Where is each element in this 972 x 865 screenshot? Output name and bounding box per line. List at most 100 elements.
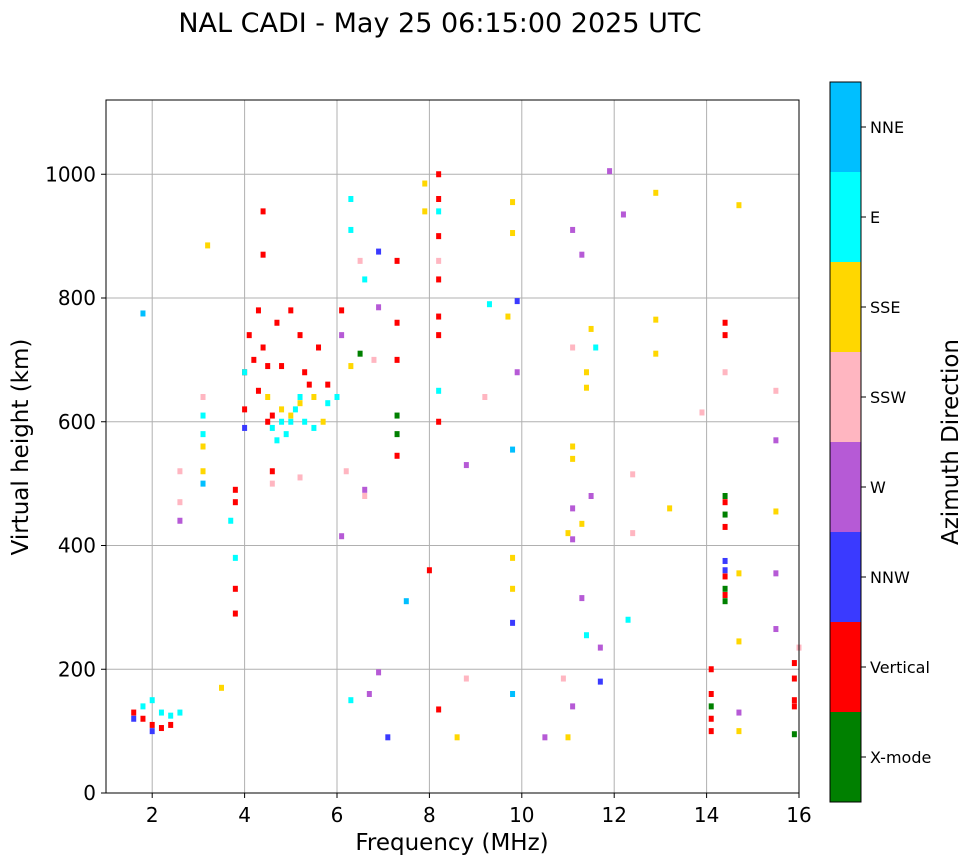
data-point-nne (510, 446, 516, 453)
x-tick-label: 8 (423, 803, 436, 827)
data-point-e (436, 387, 442, 394)
data-point-ssw (630, 471, 636, 478)
data-point-nnw (722, 567, 728, 574)
chart-title: NAL CADI - May 25 06:15:00 2025 UTC (178, 8, 701, 39)
y-tick-label: 800 (58, 286, 96, 310)
data-point-x-mode (722, 511, 728, 518)
data-point-sse (422, 208, 428, 215)
data-point-e (325, 400, 331, 407)
data-point-vertical (131, 709, 137, 716)
data-point-vertical (394, 319, 400, 326)
data-point-nnw (385, 734, 391, 741)
data-point-nnw (376, 248, 382, 255)
data-point-e (269, 424, 275, 431)
colorbar-segment (830, 262, 861, 352)
data-point-sse (736, 638, 742, 645)
data-point-sse (736, 570, 742, 577)
colorbar-segment (830, 442, 861, 532)
data-point-w (514, 369, 520, 376)
plot-frame (105, 99, 800, 794)
data-point-vertical (269, 412, 275, 419)
data-point-ssw (773, 387, 779, 394)
data-point-vertical (436, 171, 442, 178)
data-point-w (579, 251, 585, 258)
data-point-vertical (255, 387, 261, 394)
data-point-ssw (722, 369, 728, 376)
data-point-vertical (436, 332, 442, 339)
data-point-e (274, 437, 280, 444)
data-point-sse (200, 443, 206, 450)
data-point-e (348, 697, 354, 704)
data-point-vertical (269, 468, 275, 475)
data-point-sse (736, 728, 742, 735)
data-point-ssw (371, 356, 377, 363)
data-point-e (311, 424, 317, 431)
data-point-nnw (514, 298, 520, 305)
data-point-e (436, 208, 442, 215)
data-point-w (339, 332, 345, 339)
data-point-e (348, 196, 354, 202)
y-tick-label: 600 (58, 410, 96, 434)
y-tick-label: 0 (83, 781, 96, 805)
colorbar-label: X-mode (870, 748, 931, 767)
data-point-vertical (722, 499, 728, 506)
data-point-e (168, 712, 174, 719)
colorbar-label: SSW (870, 388, 906, 407)
data-point-ssw (269, 480, 275, 487)
data-point-sse (510, 554, 516, 561)
data-point-vertical (325, 381, 331, 388)
data-point-vertical (232, 610, 238, 617)
data-point-vertical (302, 369, 308, 376)
data-point-sse (297, 400, 303, 407)
data-point-nne (140, 310, 146, 317)
data-point-sse (565, 530, 571, 537)
data-point-w (463, 462, 469, 469)
data-point-sse (588, 325, 594, 332)
data-point-sse (773, 508, 779, 515)
data-point-vertical (306, 381, 312, 388)
data-point-w (177, 517, 183, 524)
data-point-e (302, 418, 308, 425)
data-point-w (570, 226, 576, 233)
y-tick-label: 200 (58, 657, 96, 681)
data-point-e (149, 697, 155, 704)
colorbar-segment (830, 352, 861, 442)
x-tick-label: 14 (694, 803, 719, 827)
data-point-w (570, 536, 576, 543)
data-point-e (593, 344, 599, 351)
data-point-w (339, 533, 345, 540)
plot-area (105, 99, 802, 794)
data-point-e (292, 406, 298, 413)
data-point-sse (422, 180, 428, 187)
data-point-x-mode (722, 598, 728, 605)
data-point-nnw (242, 424, 248, 431)
plot-background (106, 100, 799, 793)
data-point-e (177, 709, 183, 716)
data-point-e (158, 709, 164, 716)
data-point-e (334, 394, 340, 400)
x-tick-label: 4 (238, 803, 251, 827)
data-point-vertical (288, 307, 294, 314)
y-axis-ticks: 0 200 400 600 800 1000 (45, 162, 106, 805)
data-point-vertical (722, 319, 728, 326)
data-point-w (597, 644, 603, 651)
data-point-x-mode (357, 350, 363, 357)
x-tick-label: 10 (509, 803, 534, 827)
data-point-w (376, 304, 382, 311)
data-point-w (607, 168, 613, 175)
data-point-vertical (394, 452, 400, 459)
data-point-w (620, 211, 626, 218)
data-point-ssw (177, 468, 183, 475)
data-point-vertical (260, 344, 266, 351)
data-point-sse (510, 199, 516, 206)
data-point-sse (505, 313, 511, 320)
data-point-vertical (339, 307, 345, 314)
data-point-vertical (232, 499, 238, 506)
data-point-vertical (436, 276, 442, 283)
x-tick-label: 6 (331, 803, 344, 827)
colorbar-label: SSE (870, 298, 900, 317)
data-point-vertical (436, 233, 442, 240)
data-point-w (366, 691, 372, 697)
data-point-e (362, 276, 368, 283)
data-point-vertical (708, 728, 714, 735)
